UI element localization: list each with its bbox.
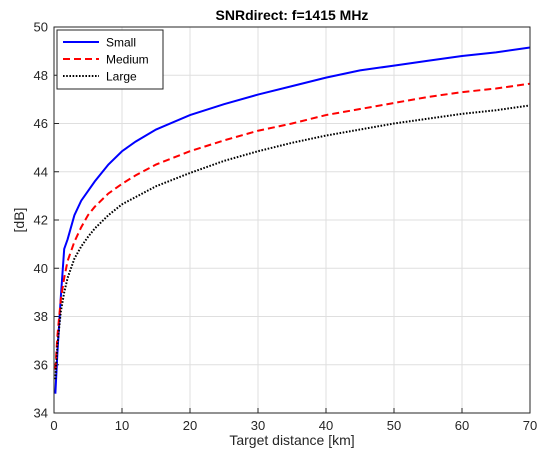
y-tick-label: 50 xyxy=(34,20,48,35)
x-tick-label: 10 xyxy=(115,418,129,433)
y-axis-label: [dB] xyxy=(11,208,27,233)
series-layer xyxy=(54,46,531,394)
legend-label-medium: Medium xyxy=(106,53,149,67)
legend: Small Medium Large xyxy=(56,29,164,90)
tick-labels: 0 10 20 30 40 50 60 70 34 36 38 40 42 44 46 48 50 xyxy=(34,20,538,434)
x-tick-label: 30 xyxy=(251,418,265,433)
legend-label-large: Large xyxy=(106,70,137,84)
series-line-large xyxy=(54,104,531,380)
x-tick-label: 60 xyxy=(455,418,469,433)
chart-title: SNRdirect: f=1415 MHz xyxy=(216,7,369,23)
y-tick-label: 42 xyxy=(34,213,48,228)
y-tick-label: 38 xyxy=(34,309,48,324)
y-tick-label: 46 xyxy=(34,116,48,131)
y-tick-label: 48 xyxy=(34,68,48,83)
y-tick-label: 40 xyxy=(34,261,48,276)
y-tick-label: 44 xyxy=(34,164,48,179)
x-tick-label: 0 xyxy=(50,418,57,433)
series-line-small xyxy=(54,46,531,394)
x-tick-label: 20 xyxy=(183,418,197,433)
x-axis-label: Target distance [km] xyxy=(229,432,354,448)
plot-border xyxy=(53,26,531,414)
series-line-medium xyxy=(54,82,531,370)
legend-label-small: Small xyxy=(106,36,136,50)
y-tick-label: 36 xyxy=(34,357,48,372)
x-tick-label: 70 xyxy=(523,418,537,433)
x-tick-label: 50 xyxy=(387,418,401,433)
x-tick-label: 40 xyxy=(319,418,333,433)
y-tick-label: 34 xyxy=(34,406,48,421)
